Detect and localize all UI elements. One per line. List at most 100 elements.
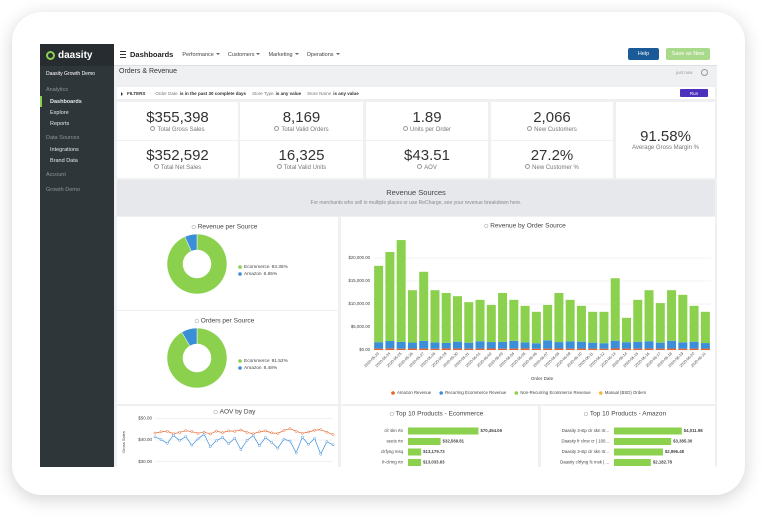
filter-chip[interactable]: Store Name is any value (307, 91, 359, 96)
screen: daasity Daasity Growth Demo Analytics Dashb… (40, 44, 717, 467)
help-button[interactable]: Help (628, 48, 659, 60)
menu-item[interactable]: Customers (228, 52, 261, 58)
y-tick-label: $40.00 (138, 437, 152, 442)
line-point (313, 428, 316, 432)
filters-bar: FILTERS Order Date is in the past 30 compl… (117, 87, 715, 99)
bar-segment (509, 348, 519, 350)
bar-segment (599, 311, 609, 344)
bar-segment (531, 311, 541, 344)
dashboards-title[interactable]: Dashboards (130, 50, 174, 59)
bar-segment (486, 304, 496, 343)
run-button[interactable]: Run (680, 89, 708, 97)
bar-segment (385, 341, 395, 349)
bar-segment (385, 252, 395, 342)
menu-item[interactable]: Performance (182, 52, 220, 58)
bar-segment (407, 290, 417, 343)
value-label: $13,179.73 (423, 449, 445, 454)
bar-segment (509, 299, 519, 341)
bar-segment (407, 348, 417, 350)
legend-value: 91.52% (272, 358, 289, 364)
legend-swatch (439, 391, 443, 395)
menu-item[interactable]: Marketing (268, 52, 298, 58)
filter-chip[interactable]: Store Type is any value (252, 91, 301, 96)
line-point (282, 429, 286, 432)
nav-item[interactable]: Explore (50, 109, 69, 116)
legend-label: Amazon Revenue (397, 390, 432, 395)
value-label: $2,896.48 (665, 449, 685, 454)
bar (408, 448, 422, 456)
bar (614, 427, 682, 435)
line-point (227, 429, 231, 433)
filter-chip[interactable]: Order Date is in the past 30 complete day… (155, 91, 246, 96)
bar-segment (554, 348, 564, 350)
bar-segment (452, 341, 463, 349)
menu-item[interactable]: Operations (307, 52, 340, 58)
pie-slice (181, 327, 198, 347)
legend-swatch (238, 272, 242, 276)
kpi-label: New Customer % (525, 164, 579, 171)
kpi-tile: 8,169 Total Valid Orders (240, 102, 363, 140)
chart-title: Revenue per Source (198, 224, 258, 231)
nav-item[interactable]: Dashboards (40, 96, 114, 107)
settings-icon[interactable] (701, 69, 708, 76)
nav-group[interactable]: Analytics (46, 87, 69, 93)
line-point (270, 441, 273, 444)
nav-group[interactable]: Data Sources (46, 135, 80, 141)
filters-toggle[interactable]: FILTERS (121, 91, 145, 96)
kpi-label: Total Gross Sales (150, 126, 204, 133)
kpi-tile: 2,066 New Customers (491, 102, 613, 140)
chart-title: Revenue by Order Source (490, 223, 566, 230)
line-point (233, 436, 237, 440)
logo: daasity (40, 44, 114, 66)
kpi-value: $355,398 (146, 108, 209, 126)
bar-segment (520, 348, 530, 350)
bar-segment (644, 341, 654, 349)
bar-segment (655, 303, 665, 343)
bar-segment (576, 341, 586, 349)
bar-segment (407, 342, 417, 349)
kpi-tile: 91.58% Average Gross Margin % (616, 102, 715, 178)
bar-segment (475, 299, 485, 342)
account-name[interactable]: Daasity Growth Demo (46, 71, 95, 77)
nav-item[interactable]: Integrations (50, 146, 79, 153)
bar-segment (565, 348, 575, 350)
line (154, 433, 334, 455)
line-point (208, 432, 212, 436)
chart-title: Top 10 Products - Ecommerce (396, 411, 484, 418)
bar-label: Daasity 3-stp clr skn rtr... (562, 449, 609, 454)
chart-panel: Top 10 Products - Ecommerce clr skn rtn $7… (341, 406, 538, 467)
legend-swatch (391, 391, 395, 395)
kpi-tile: $352,592 Total Net Sales (117, 141, 238, 178)
bar-segment (667, 348, 677, 350)
menu-icon[interactable] (120, 51, 126, 58)
kpi-label: Total Valid Orders (274, 126, 328, 133)
line-point (153, 435, 157, 439)
nav-item[interactable]: Brand Data (50, 157, 78, 164)
line-point (294, 451, 298, 455)
kpi-tile: 27.2% New Customer % (491, 141, 613, 178)
bar (408, 459, 422, 466)
nav-group[interactable]: Growth Demo (46, 187, 80, 193)
kpi-label: New Customers (527, 126, 577, 133)
save-button[interactable]: Save as New (666, 48, 710, 60)
line-point (221, 436, 224, 439)
bar-segment (599, 343, 609, 349)
page-title: Orders & Revenue (119, 68, 177, 75)
kpi-label: Units per Order (403, 126, 451, 133)
kpi-value: $352,592 (146, 147, 209, 164)
bar-segment (430, 348, 440, 350)
kpi-value: 8,169 (282, 108, 321, 126)
bar-segment (486, 348, 496, 350)
bar-segment (498, 348, 508, 350)
bar-segment (475, 341, 485, 349)
nav-group[interactable]: Account (46, 172, 66, 178)
legend-swatch (238, 366, 242, 370)
bar-segment (610, 278, 620, 341)
bar-segment (385, 348, 395, 350)
line-point (215, 429, 218, 433)
line-point (239, 448, 243, 451)
nav-item[interactable]: Reports (50, 120, 70, 127)
line-point (307, 442, 310, 446)
bar-segment (419, 340, 429, 349)
kpi-label: Total Net Sales (154, 164, 201, 171)
